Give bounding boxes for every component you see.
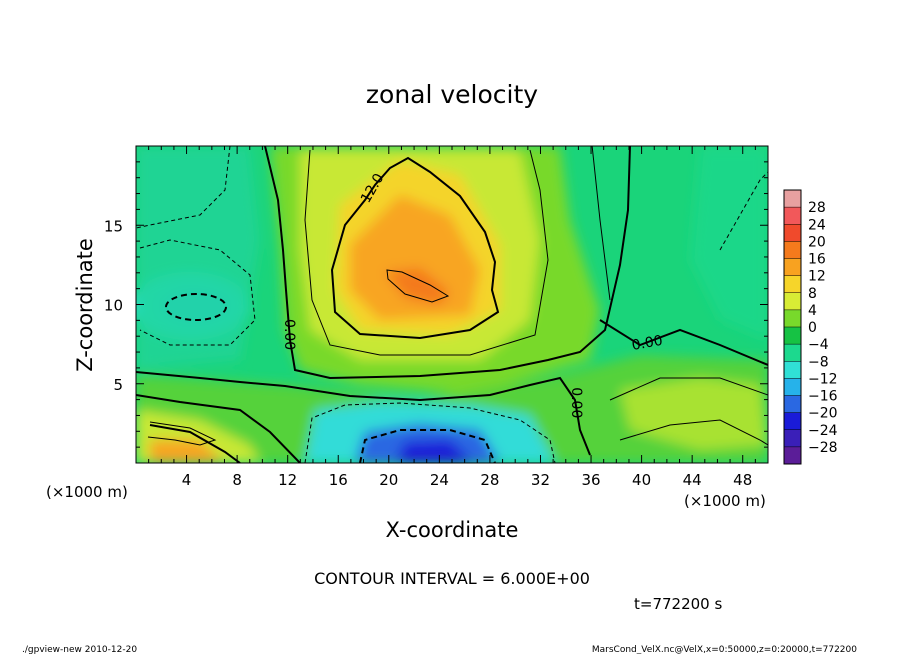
contour-0-upper [264, 146, 631, 380]
colorbar-segment [784, 292, 801, 311]
x-tick-label: 12 [278, 471, 297, 489]
contour-label: 0.00 [281, 319, 297, 350]
field-zone-orange-core [385, 268, 450, 305]
x-tick-label: 4 [182, 471, 192, 489]
y-axis: 5 10 15 [104, 161, 768, 448]
colorbar-segment [784, 241, 801, 259]
x-tick-label: 40 [632, 471, 651, 489]
contour-0-lower [136, 371, 591, 456]
x-tick-label: 28 [480, 471, 499, 489]
contour-12-main [330, 156, 500, 340]
colorbar-segment [784, 190, 801, 208]
contour-6-lowerleft-inner [147, 421, 217, 446]
colorbar-segment [784, 446, 801, 465]
colorbar-segment [784, 378, 801, 396]
contour-neg6-upperright [719, 171, 768, 251]
contour-neg12-left [165, 293, 227, 321]
field-zone-teal-left [136, 146, 260, 370]
colorbar-label: 12 [808, 269, 826, 285]
colorbar-label: −12 [808, 371, 838, 387]
x-unit-label: (×1000 m) [46, 483, 128, 501]
colorbar-label: −4 [808, 337, 829, 353]
field-zone-lowerleft-orange [150, 440, 225, 463]
field-zone-orange [350, 195, 480, 320]
contour-6-mid-right [591, 146, 611, 301]
contour-label: 0.00 [568, 387, 584, 418]
colorbar-label: 28 [808, 200, 826, 216]
x-tick-label: 48 [733, 471, 752, 489]
colorbar-label: 0 [808, 320, 817, 336]
colorbar-segment [784, 361, 801, 379]
colorbar-label: 20 [808, 234, 826, 250]
velocity-field [136, 146, 768, 463]
chart-title: zonal velocity [366, 80, 538, 109]
x-tick-label: 8 [232, 471, 242, 489]
colorbar-segment [784, 395, 801, 414]
y-axis-title: Z-coordinate [73, 238, 97, 372]
x-tick-label: 36 [581, 471, 600, 489]
field-zone-darkblue-bottom [395, 440, 475, 463]
contour-neg6-bottom [304, 402, 556, 463]
colorbar-segment [784, 258, 801, 277]
field-zone-lime-right [620, 378, 768, 450]
colorbar-label: −16 [808, 389, 838, 405]
colorbar-segment [784, 309, 801, 328]
footer-right-text: MarsCond_VelX.nc@VelX,x=0:50000,z=0:2000… [592, 645, 857, 654]
colorbar-label: 24 [808, 217, 826, 233]
x-tick-label: 44 [683, 471, 702, 489]
colorbar-segment [784, 429, 801, 448]
y-tick-label: 10 [104, 297, 123, 315]
colorbar-label: 16 [808, 252, 826, 268]
colorbar-segment [784, 327, 801, 345]
x-axis: 4 8 12 16 20 24 28 32 36 40 44 48 [148, 146, 756, 489]
x-tick-label: 20 [379, 471, 398, 489]
contour-neg6-upperleft [136, 146, 231, 229]
x-tick-label: 24 [430, 471, 449, 489]
colorbar-segment [784, 224, 801, 242]
colorbar-label: −8 [808, 354, 829, 370]
y-tick-label: 5 [113, 376, 123, 394]
contour-6-right-lower [619, 419, 768, 446]
colorbar-label: −28 [808, 440, 838, 456]
contour-18-core [386, 269, 450, 303]
x-axis-title: X-coordinate [386, 518, 519, 542]
colorbar-label: −20 [808, 406, 838, 422]
contour-neg12-bottom [359, 429, 496, 463]
contour-neg6-left [139, 239, 256, 346]
colorbar-segment [784, 275, 801, 294]
contour-interval-text: CONTOUR INTERVAL = 6.000E+00 [314, 569, 590, 588]
field-zone-teal-right [690, 146, 768, 340]
colorbar-label: 8 [808, 286, 817, 302]
time-text: t=772200 s [634, 595, 722, 613]
colorbar-segment [784, 412, 801, 431]
x-tick-label: 32 [531, 471, 550, 489]
x-tick-label: 16 [329, 471, 348, 489]
colorbar-label: −24 [808, 423, 838, 439]
contour-label: 0.00 [630, 333, 663, 354]
contour-6-right [609, 377, 768, 401]
colorbar-segment [784, 207, 801, 225]
colorbar-segment [784, 344, 801, 362]
contour-0-right [599, 319, 768, 366]
x-unit-label-right: (×1000 m) [684, 492, 766, 510]
y-tick-label: 15 [104, 217, 123, 235]
colorbar-label: 4 [808, 303, 817, 319]
contour-0-left-band [136, 394, 301, 463]
footer-left-text: ./gpview-new 2010-12-20 [22, 645, 137, 654]
contour-6-inner [304, 149, 549, 356]
